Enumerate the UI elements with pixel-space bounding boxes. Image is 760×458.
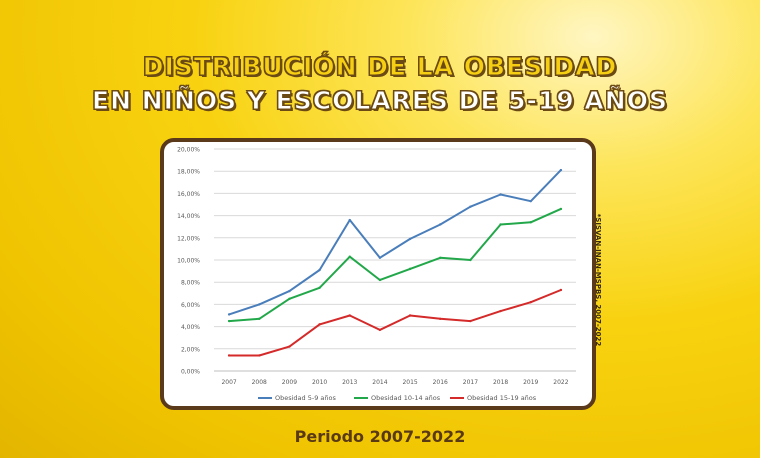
x-tick-label: 2014: [372, 379, 387, 386]
data-point: [469, 319, 472, 323]
data-point: [439, 317, 442, 321]
data-point: [318, 286, 321, 289]
data-point: [288, 297, 291, 301]
data-point: [529, 221, 532, 224]
x-tick-label: 2016: [433, 379, 448, 386]
source-note-wrap: *SISVAN-INAN-MSPBS, 2007-2022: [594, 214, 608, 347]
data-point: [378, 328, 382, 332]
data-point: [529, 199, 532, 203]
data-point: [439, 256, 442, 259]
data-point: [408, 237, 412, 241]
x-tick-label: 2015: [402, 379, 417, 386]
data-point: [559, 207, 563, 211]
data-point: [499, 309, 502, 313]
data-point: [408, 267, 412, 271]
y-tick-label: 12,00%: [177, 235, 200, 242]
data-point: [408, 314, 412, 317]
x-tick-label: 2017: [463, 379, 478, 386]
data-point: [348, 255, 351, 258]
data-point: [378, 278, 382, 282]
source-note: *SISVAN-INAN-MSPBS, 2007-2022: [594, 213, 602, 347]
data-point: [348, 314, 351, 317]
data-point: [258, 354, 261, 357]
y-tick-label: 6,00%: [181, 302, 200, 309]
legend-label: Obesidad 10-14 años: [371, 394, 441, 402]
title-line-2: EN NIÑOS Y ESCOLARES DE 5-19 AÑOS: [92, 86, 668, 116]
data-point: [529, 300, 532, 304]
data-point: [227, 319, 231, 323]
data-point: [258, 317, 261, 321]
data-point: [288, 345, 291, 348]
y-tick-label: 18,00%: [177, 169, 200, 176]
x-tick-label: 2019: [523, 379, 538, 386]
y-tick-label: 4,00%: [181, 324, 200, 331]
x-tick-label: 2008: [252, 379, 267, 386]
data-point: [439, 223, 442, 226]
y-tick-label: 2,00%: [181, 346, 200, 353]
series-line-2: [228, 207, 562, 323]
title-line-1: DISTRIBUCIÓN DE LA OBESIDAD: [142, 52, 618, 82]
period-footer: Periodo 2007-2022: [294, 427, 466, 446]
data-point: [348, 218, 351, 222]
y-tick-label: 14,00%: [177, 213, 200, 220]
title-block: DISTRIBUCIÓN DE LA OBESIDAD EN NIÑOS Y E…: [0, 50, 760, 118]
legend-label: Obesidad 5-9 años: [275, 394, 336, 402]
x-tick-label: 2009: [282, 379, 297, 386]
data-point: [559, 168, 563, 172]
data-point: [559, 288, 563, 292]
y-tick-label: 16,00%: [177, 191, 200, 198]
x-tick-label: 2010: [312, 379, 327, 386]
data-point: [258, 303, 261, 306]
data-point: [469, 258, 472, 262]
data-point: [227, 354, 231, 357]
y-tick-label: 10,00%: [177, 258, 200, 265]
data-point: [469, 205, 472, 208]
legend-label: Obesidad 15-19 años: [467, 394, 537, 402]
data-point: [318, 323, 321, 326]
series-line-3: [228, 289, 562, 357]
y-tick-label: 0,00%: [181, 369, 200, 376]
data-point: [227, 313, 231, 316]
y-tick-label: 20,00%: [177, 147, 200, 154]
y-tick-label: 8,00%: [181, 280, 200, 287]
series-line-1: [228, 169, 562, 316]
x-tick-label: 2007: [221, 379, 236, 386]
line-chart: 0,00% 2,00% 4,00% 6,00% 8,00% 10,00% 12,00% 14,…: [177, 147, 576, 402]
x-tick-label: 2013: [342, 379, 357, 386]
data-point: [499, 193, 502, 196]
chart-card: 0,00% 2,00% 4,00% 6,00% 8,00% 10,00% 12,00% 14,…: [160, 138, 596, 410]
data-point: [378, 256, 382, 259]
data-point: [318, 268, 321, 272]
x-tick-label: 2018: [493, 379, 508, 386]
data-point: [499, 223, 502, 226]
x-tick-label: 2022: [553, 379, 568, 386]
data-point: [288, 289, 291, 293]
